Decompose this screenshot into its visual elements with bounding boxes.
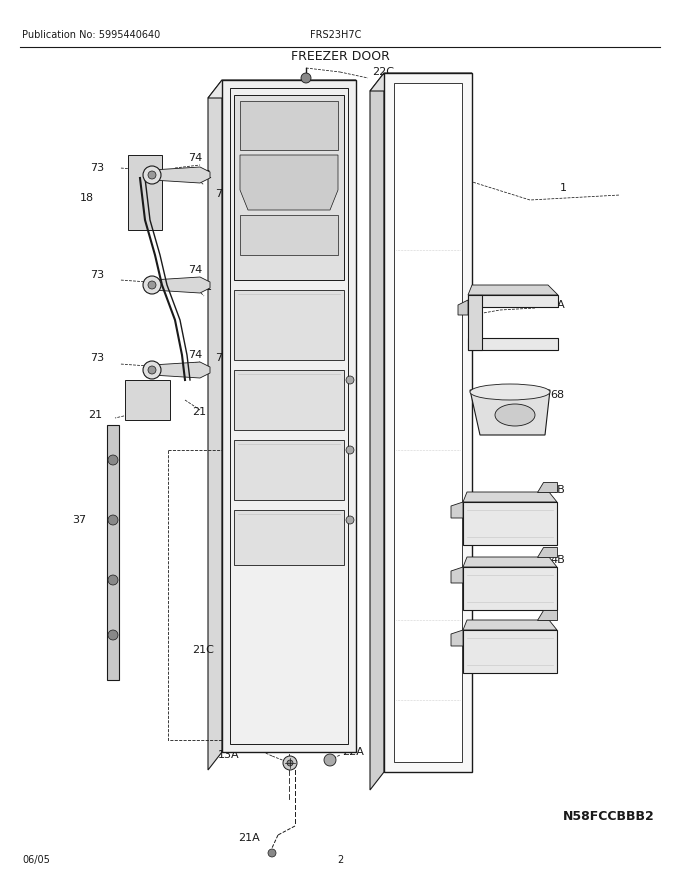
Text: 22C: 22C bbox=[372, 67, 394, 77]
Text: 18: 18 bbox=[80, 193, 94, 203]
Circle shape bbox=[287, 760, 293, 766]
Text: 73: 73 bbox=[90, 163, 104, 173]
Circle shape bbox=[143, 276, 161, 294]
Ellipse shape bbox=[495, 404, 535, 426]
Polygon shape bbox=[468, 295, 558, 307]
Text: 72: 72 bbox=[215, 189, 229, 199]
Text: 4A: 4A bbox=[550, 300, 565, 310]
Circle shape bbox=[148, 171, 156, 179]
Polygon shape bbox=[537, 482, 557, 492]
Circle shape bbox=[108, 515, 118, 525]
Polygon shape bbox=[208, 80, 222, 770]
Text: 4B: 4B bbox=[550, 555, 565, 565]
Circle shape bbox=[268, 849, 276, 857]
Circle shape bbox=[108, 575, 118, 585]
Polygon shape bbox=[451, 630, 463, 646]
Polygon shape bbox=[463, 557, 557, 567]
Polygon shape bbox=[370, 73, 384, 790]
Text: 21: 21 bbox=[198, 282, 212, 292]
Polygon shape bbox=[152, 167, 210, 183]
Polygon shape bbox=[384, 73, 472, 772]
Polygon shape bbox=[458, 300, 468, 315]
Polygon shape bbox=[125, 380, 170, 420]
Circle shape bbox=[108, 455, 118, 465]
Circle shape bbox=[143, 361, 161, 379]
Polygon shape bbox=[463, 630, 557, 673]
Text: 74: 74 bbox=[188, 350, 202, 360]
Polygon shape bbox=[468, 295, 482, 350]
Circle shape bbox=[324, 754, 336, 766]
Polygon shape bbox=[234, 290, 344, 360]
Text: 2: 2 bbox=[337, 855, 343, 865]
Polygon shape bbox=[208, 80, 356, 98]
Text: 21C: 21C bbox=[240, 121, 262, 131]
Polygon shape bbox=[152, 362, 210, 378]
Text: 22A: 22A bbox=[342, 747, 364, 757]
Polygon shape bbox=[463, 567, 557, 610]
Text: 13A: 13A bbox=[218, 750, 239, 760]
Text: 21: 21 bbox=[198, 170, 212, 180]
Polygon shape bbox=[468, 285, 558, 295]
Text: 21: 21 bbox=[192, 407, 206, 417]
Text: 21C: 21C bbox=[228, 525, 250, 535]
Polygon shape bbox=[234, 440, 344, 500]
Text: Publication No: 5995440640: Publication No: 5995440640 bbox=[22, 30, 160, 40]
Polygon shape bbox=[537, 610, 557, 620]
Circle shape bbox=[283, 756, 297, 770]
Circle shape bbox=[108, 630, 118, 640]
Text: 73: 73 bbox=[90, 353, 104, 363]
Polygon shape bbox=[370, 73, 472, 91]
Text: 74: 74 bbox=[188, 265, 202, 275]
Polygon shape bbox=[222, 80, 356, 752]
Ellipse shape bbox=[470, 384, 550, 400]
Polygon shape bbox=[107, 425, 119, 680]
Polygon shape bbox=[128, 155, 162, 230]
Text: FRS23H7C: FRS23H7C bbox=[310, 30, 361, 40]
Text: N58FCCBBB2: N58FCCBBB2 bbox=[563, 810, 655, 823]
Text: 4B: 4B bbox=[550, 485, 565, 495]
Polygon shape bbox=[234, 510, 344, 565]
Text: 74: 74 bbox=[188, 153, 202, 163]
Polygon shape bbox=[451, 502, 463, 518]
Circle shape bbox=[346, 376, 354, 384]
Circle shape bbox=[143, 166, 161, 184]
Polygon shape bbox=[234, 95, 344, 280]
Text: 11: 11 bbox=[258, 103, 272, 113]
Text: 06/05: 06/05 bbox=[22, 855, 50, 865]
Text: 68: 68 bbox=[550, 390, 564, 400]
Polygon shape bbox=[394, 83, 462, 762]
Polygon shape bbox=[463, 492, 557, 502]
Text: FREEZER DOOR: FREEZER DOOR bbox=[290, 50, 390, 63]
Polygon shape bbox=[240, 215, 338, 255]
Polygon shape bbox=[463, 502, 557, 545]
Text: 21C: 21C bbox=[192, 645, 214, 655]
Polygon shape bbox=[451, 567, 463, 583]
Polygon shape bbox=[537, 547, 557, 557]
Circle shape bbox=[301, 73, 311, 83]
Polygon shape bbox=[234, 370, 344, 430]
Polygon shape bbox=[240, 155, 338, 210]
Polygon shape bbox=[470, 390, 550, 435]
Circle shape bbox=[148, 281, 156, 289]
Text: 37: 37 bbox=[72, 515, 86, 525]
Circle shape bbox=[148, 366, 156, 374]
Polygon shape bbox=[152, 277, 210, 293]
Polygon shape bbox=[468, 338, 558, 350]
Polygon shape bbox=[240, 101, 338, 150]
Polygon shape bbox=[463, 620, 557, 630]
Circle shape bbox=[346, 446, 354, 454]
Circle shape bbox=[346, 516, 354, 524]
Text: 1: 1 bbox=[560, 183, 567, 193]
Text: 21A: 21A bbox=[238, 833, 260, 843]
Text: 72: 72 bbox=[215, 353, 229, 363]
Text: 21: 21 bbox=[88, 410, 102, 420]
Text: 73: 73 bbox=[90, 270, 104, 280]
